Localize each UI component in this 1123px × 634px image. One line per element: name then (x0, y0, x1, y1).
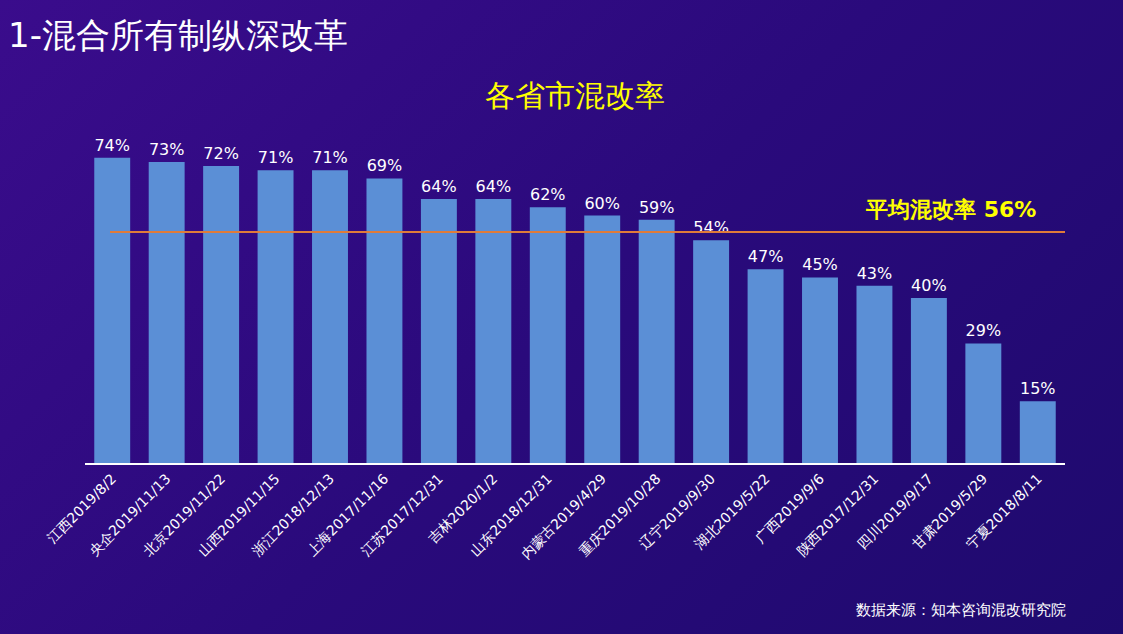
svg-text:29%: 29% (966, 321, 1002, 340)
svg-text:内蒙古2019/4/29: 内蒙古2019/4/29 (518, 471, 610, 563)
svg-text:上海2017/11/16: 上海2017/11/16 (303, 471, 391, 559)
svg-text:央企2019/11/13: 央企2019/11/13 (86, 471, 174, 559)
svg-text:73%: 73% (149, 140, 185, 159)
svg-text:40%: 40% (911, 276, 947, 295)
svg-text:甘肃2019/5/29: 甘肃2019/5/29 (909, 471, 991, 553)
svg-text:74%: 74% (94, 136, 130, 155)
svg-text:山西2019/11/15: 山西2019/11/15 (194, 471, 282, 559)
svg-text:重庆2019/10/28: 重庆2019/10/28 (576, 471, 664, 559)
svg-text:吉林2020/1/2: 吉林2020/1/2 (425, 471, 501, 547)
svg-text:64%: 64% (421, 177, 457, 196)
svg-text:64%: 64% (476, 177, 512, 196)
svg-text:71%: 71% (258, 148, 294, 167)
svg-text:北京2019/11/22: 北京2019/11/22 (140, 471, 228, 559)
svg-text:各省市混改率: 各省市混改率 (485, 78, 665, 113)
svg-text:广西2019/9/6: 广西2019/9/6 (751, 471, 827, 547)
svg-text:45%: 45% (802, 255, 838, 274)
svg-text:1-混合所有制纵深改革: 1-混合所有制纵深改革 (8, 15, 348, 55)
svg-text:辽宁2019/9/30: 辽宁2019/9/30 (636, 471, 718, 553)
svg-text:47%: 47% (748, 247, 784, 266)
svg-text:山东2018/12/31: 山东2018/12/31 (467, 471, 555, 559)
svg-text:江西2019/8/2: 江西2019/8/2 (44, 471, 120, 547)
svg-text:69%: 69% (367, 156, 403, 175)
svg-text:62%: 62% (530, 185, 566, 204)
svg-text:43%: 43% (857, 264, 893, 283)
svg-text:湖北2019/5/22: 湖北2019/5/22 (691, 471, 773, 553)
svg-text:54%: 54% (693, 218, 729, 237)
svg-text:江苏2017/12/31: 江苏2017/12/31 (358, 471, 446, 559)
svg-text:陕西2017/12/31: 陕西2017/12/31 (793, 471, 881, 559)
svg-text:71%: 71% (312, 148, 348, 167)
svg-text:平均混改率 56%: 平均混改率 56% (865, 197, 1036, 222)
svg-text:15%: 15% (1020, 379, 1056, 398)
svg-text:浙江2018/12/13: 浙江2018/12/13 (249, 471, 337, 559)
svg-text:60%: 60% (584, 194, 620, 213)
svg-text:72%: 72% (203, 144, 239, 163)
svg-text:宁夏2018/8/11: 宁夏2018/8/11 (963, 471, 1045, 553)
svg-text:59%: 59% (639, 198, 675, 217)
svg-text:数据来源：知本咨询混改研究院: 数据来源：知本咨询混改研究院 (856, 601, 1066, 619)
svg-text:四川2019/9/17: 四川2019/9/17 (854, 471, 936, 553)
